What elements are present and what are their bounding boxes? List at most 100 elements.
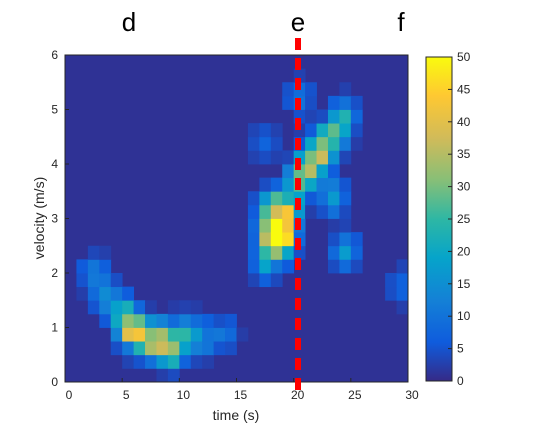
y-tick-label: 0 bbox=[51, 375, 58, 389]
heatmap-cell bbox=[293, 150, 306, 165]
heatmap-cell bbox=[305, 150, 317, 165]
y-axis-ticks: 0 1 2 3 4 5 6 bbox=[51, 48, 69, 389]
heatmap-cell bbox=[270, 136, 283, 151]
heatmap-cell bbox=[87, 259, 100, 274]
heatmap-cell bbox=[270, 204, 283, 219]
heatmap-cell bbox=[247, 245, 260, 260]
heatmap-cell bbox=[247, 259, 260, 274]
heatmap-cell bbox=[259, 218, 272, 233]
heatmap-cell bbox=[110, 341, 123, 356]
heatmap-cell bbox=[133, 300, 146, 315]
heatmap-cell bbox=[305, 109, 317, 124]
heatmap-cell bbox=[225, 341, 237, 356]
panel-label-f: f bbox=[397, 7, 405, 37]
heatmap-cell bbox=[305, 82, 317, 97]
heatmap-cell bbox=[190, 300, 203, 315]
heatmap-cell bbox=[133, 354, 146, 369]
heatmap-cell bbox=[305, 123, 317, 138]
heatmap-cell bbox=[396, 259, 409, 274]
heatmap-cell bbox=[350, 95, 363, 110]
heatmap-cell bbox=[270, 218, 283, 233]
heatmap-cell bbox=[145, 313, 157, 328]
heatmap-cell bbox=[327, 232, 340, 247]
heatmap-cell bbox=[76, 286, 89, 301]
colorbar-tick-label: 0 bbox=[457, 374, 464, 388]
heatmap-cell bbox=[122, 286, 134, 301]
heatmap-cell bbox=[259, 204, 272, 219]
heatmap-cell bbox=[167, 341, 180, 356]
heatmap-cell bbox=[145, 300, 157, 315]
heatmap-cell bbox=[350, 245, 363, 260]
colorbar-tick-label: 50 bbox=[457, 50, 471, 64]
colorbar-tick-label: 35 bbox=[457, 147, 471, 161]
colorbar-tick-label: 15 bbox=[457, 277, 471, 291]
heatmap-cell bbox=[293, 164, 306, 179]
y-tick-label: 1 bbox=[51, 321, 58, 335]
heatmap-cell bbox=[87, 245, 100, 260]
heatmap-cell bbox=[167, 313, 180, 328]
heatmap-cell bbox=[133, 313, 146, 328]
heatmap-cell bbox=[156, 327, 169, 342]
x-axis-ticks: 0 5 10 15 20 25 30 bbox=[64, 378, 419, 402]
x-tick-label: 10 bbox=[177, 388, 191, 402]
heatmap-cell bbox=[259, 136, 272, 151]
colorbar-tick-label: 20 bbox=[457, 244, 471, 258]
x-tick-label: 20 bbox=[291, 388, 305, 402]
y-tick-label: 3 bbox=[51, 212, 58, 226]
heatmap-cell bbox=[213, 327, 226, 342]
heatmap-cell bbox=[179, 300, 192, 315]
colorbar-tick-label: 40 bbox=[457, 115, 471, 129]
heatmap-cell bbox=[327, 164, 340, 179]
heatmap-cell bbox=[385, 273, 397, 288]
heatmap-cell bbox=[179, 313, 192, 328]
heatmap-cell bbox=[282, 82, 295, 97]
heatmap-cell bbox=[385, 286, 397, 301]
heatmap-cell bbox=[327, 191, 340, 206]
heatmap-cell bbox=[259, 191, 272, 206]
heatmap-cell bbox=[339, 82, 352, 97]
heatmap-cell bbox=[110, 327, 123, 342]
heatmap-cell bbox=[293, 109, 306, 124]
heatmap-cell bbox=[190, 327, 203, 342]
heatmap-cell bbox=[213, 313, 226, 328]
heatmap-cell bbox=[282, 204, 295, 219]
heatmap-cell bbox=[316, 150, 329, 165]
heatmap-cell bbox=[305, 95, 317, 110]
heatmap-cell bbox=[167, 327, 180, 342]
heatmap-cell bbox=[110, 273, 123, 288]
heatmap-cell bbox=[179, 341, 192, 356]
heatmap-cell bbox=[339, 123, 352, 138]
heatmap-cell bbox=[259, 273, 272, 288]
heatmap-cell bbox=[327, 245, 340, 260]
heatmap-cell bbox=[202, 327, 215, 342]
heatmap-cell bbox=[225, 313, 237, 328]
heatmap-cell bbox=[167, 354, 180, 369]
heatmap-cell bbox=[247, 232, 260, 247]
heatmap-cell bbox=[339, 259, 352, 274]
heatmap-cell bbox=[190, 354, 203, 369]
heatmap-cell bbox=[179, 327, 192, 342]
heatmap-cell bbox=[270, 245, 283, 260]
heatmap-cell bbox=[110, 313, 123, 328]
colorbar-tick-label: 5 bbox=[457, 342, 464, 356]
heatmap-cell bbox=[225, 327, 237, 342]
heatmap-cell bbox=[259, 177, 272, 192]
heatmap-cell bbox=[270, 191, 283, 206]
heatmap-cell bbox=[327, 136, 340, 151]
heatmap-cell bbox=[282, 259, 295, 274]
heatmap-cell bbox=[293, 204, 306, 219]
heatmap-cell bbox=[99, 245, 112, 260]
heatmap-cell bbox=[350, 232, 363, 247]
heatmap-cell bbox=[339, 245, 352, 260]
heatmap-cell bbox=[316, 204, 329, 219]
heatmap-cell bbox=[293, 68, 306, 83]
heatmap-cell bbox=[202, 341, 215, 356]
y-tick-label: 5 bbox=[51, 103, 58, 117]
heatmap-cell bbox=[327, 109, 340, 124]
heatmap-cell bbox=[316, 191, 329, 206]
heatmap-cell bbox=[122, 300, 134, 315]
x-axis-label: time (s) bbox=[213, 407, 260, 423]
heatmap-cell bbox=[270, 150, 283, 165]
heatmap-cell bbox=[110, 286, 123, 301]
panel-label-d: d bbox=[122, 7, 136, 37]
